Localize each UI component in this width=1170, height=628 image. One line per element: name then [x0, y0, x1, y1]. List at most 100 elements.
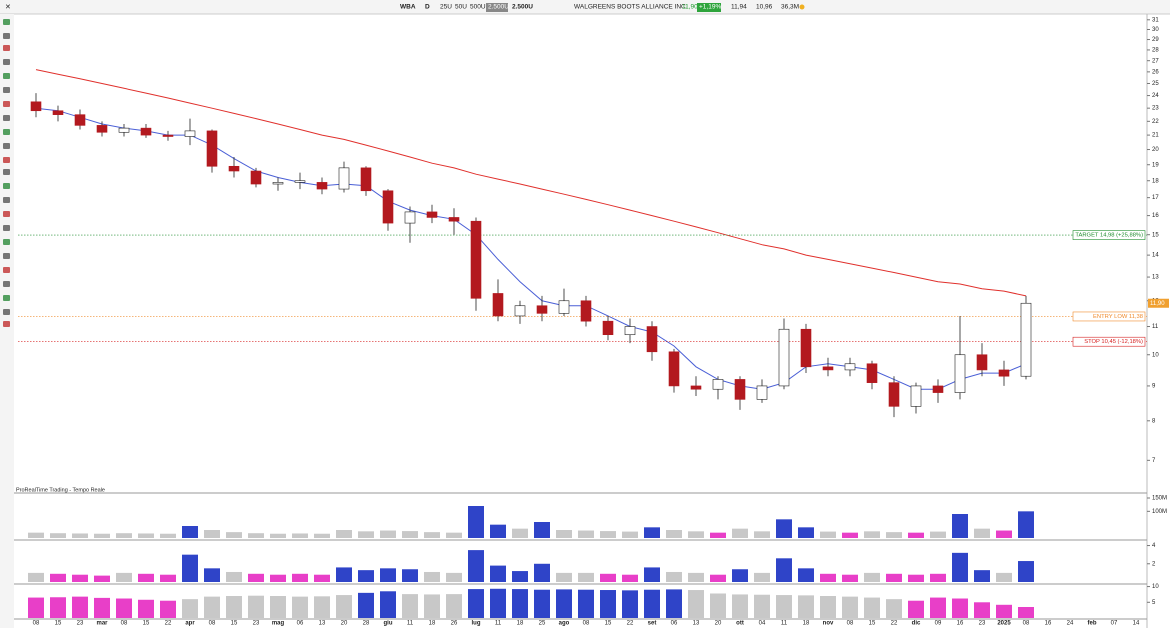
indicator-bar — [138, 573, 154, 582]
tool-icon[interactable] — [3, 73, 10, 79]
y-tick-label: 10 — [1152, 352, 1159, 358]
ticker[interactable]: WBA — [400, 4, 416, 11]
indicator-bar — [688, 572, 704, 582]
tool-icon[interactable] — [3, 169, 10, 175]
indicator-bar — [886, 573, 902, 582]
level-label: STOP 10,45 (-12,18%) — [1084, 339, 1143, 345]
indicator-bar — [974, 528, 990, 538]
indicator-bar — [402, 531, 418, 538]
indicator-bar — [204, 596, 220, 618]
indicator-bar — [776, 595, 792, 618]
candle-body — [140, 127, 152, 136]
x-tick-label: 08 — [209, 621, 216, 627]
tool-icon[interactable] — [3, 281, 10, 287]
tool-icon[interactable] — [3, 19, 10, 25]
unit-button[interactable]: 500U — [470, 4, 486, 11]
indicator-bar — [864, 531, 880, 538]
indicator-bar — [336, 530, 352, 538]
indicator-bar — [600, 531, 616, 538]
tool-icon[interactable] — [3, 267, 10, 273]
tool-icon[interactable] — [3, 225, 10, 231]
candle-body — [580, 300, 592, 322]
indicator-bar — [820, 596, 836, 618]
x-tick-label: 15 — [143, 621, 150, 627]
indicator-bar — [336, 567, 352, 582]
tool-icon[interactable] — [3, 87, 10, 93]
indicator-bar — [908, 600, 924, 618]
change: +1,19% — [699, 4, 721, 11]
indicator-bar — [468, 589, 484, 618]
tool-icon[interactable] — [3, 321, 10, 327]
tool-icon[interactable] — [3, 295, 10, 301]
tool-icon[interactable] — [3, 211, 10, 217]
indicator-bar — [644, 567, 660, 582]
indicator-bar — [314, 596, 330, 618]
candle-body — [184, 130, 196, 137]
tool-icon[interactable] — [3, 45, 10, 51]
tool-icon[interactable] — [3, 239, 10, 245]
indicator-bar — [908, 532, 924, 538]
indicator-bar — [996, 572, 1012, 582]
indicator-bar — [1018, 561, 1034, 582]
tool-icon[interactable] — [3, 197, 10, 203]
tool-icon[interactable] — [3, 129, 10, 135]
x-tick-label: 20 — [341, 621, 348, 627]
tool-icon[interactable] — [3, 33, 10, 39]
y-tick-label: 14 — [1152, 253, 1159, 259]
unit-button[interactable]: 2.500U — [488, 4, 509, 11]
x-tick-label: giu — [384, 621, 393, 627]
indicator-bar — [754, 594, 770, 618]
tool-icon[interactable] — [3, 101, 10, 107]
candle-body — [404, 211, 416, 224]
indicator-bar — [644, 527, 660, 538]
close-icon[interactable]: ✕ — [5, 4, 11, 11]
tool-icon[interactable] — [3, 157, 10, 163]
tool-icon[interactable] — [3, 115, 10, 121]
indicator-bar — [578, 572, 594, 582]
candle-body — [690, 385, 702, 390]
x-tick-label: mar — [96, 621, 108, 627]
y-tick-label: 13 — [1152, 275, 1159, 281]
indicator-bar — [446, 594, 462, 618]
tool-icon[interactable] — [3, 143, 10, 149]
indicator-bar — [468, 506, 484, 538]
tool-icon[interactable] — [3, 309, 10, 315]
unit-button-active[interactable] — [486, 3, 508, 12]
unit-button[interactable]: 50U — [455, 4, 467, 11]
candle-body — [668, 351, 680, 387]
indicator-bar — [50, 573, 66, 582]
indicator-bar — [50, 597, 66, 618]
indicator-bar — [182, 599, 198, 618]
x-tick-label: 11 — [495, 621, 502, 627]
indicator-bar — [380, 568, 396, 582]
indicator-bar — [688, 531, 704, 538]
indicator-bar — [490, 588, 506, 618]
indicator-bar — [666, 530, 682, 538]
moving-average — [35, 107, 1027, 390]
indicator-bar — [1018, 511, 1034, 538]
indicator-bar — [490, 524, 506, 538]
indicator-bar — [622, 574, 638, 582]
indicator-bar — [116, 533, 132, 538]
y-tick-label: 11 — [1152, 324, 1159, 330]
tool-icon[interactable] — [3, 183, 10, 189]
candle-body — [910, 385, 922, 407]
tool-icon[interactable] — [3, 253, 10, 259]
indicator-bar — [446, 572, 462, 582]
indicator-bar — [732, 569, 748, 582]
indicator-bar — [798, 527, 814, 538]
timeframe[interactable]: D — [425, 4, 430, 11]
candle-body — [162, 134, 174, 137]
candle-body — [800, 328, 812, 368]
x-tick-label: 16 — [1045, 621, 1052, 627]
indicator-bar — [160, 533, 176, 538]
unit-button[interactable]: 25U — [440, 4, 452, 11]
indicator-bar — [776, 558, 792, 582]
x-tick-label: 07 — [1111, 621, 1118, 627]
y-tick-label: 17 — [1152, 195, 1159, 201]
y-tick-label: 24 — [1152, 93, 1159, 99]
tool-icon[interactable] — [3, 59, 10, 65]
indicator-bar — [952, 552, 968, 582]
size[interactable]: 2.500U — [512, 4, 533, 11]
